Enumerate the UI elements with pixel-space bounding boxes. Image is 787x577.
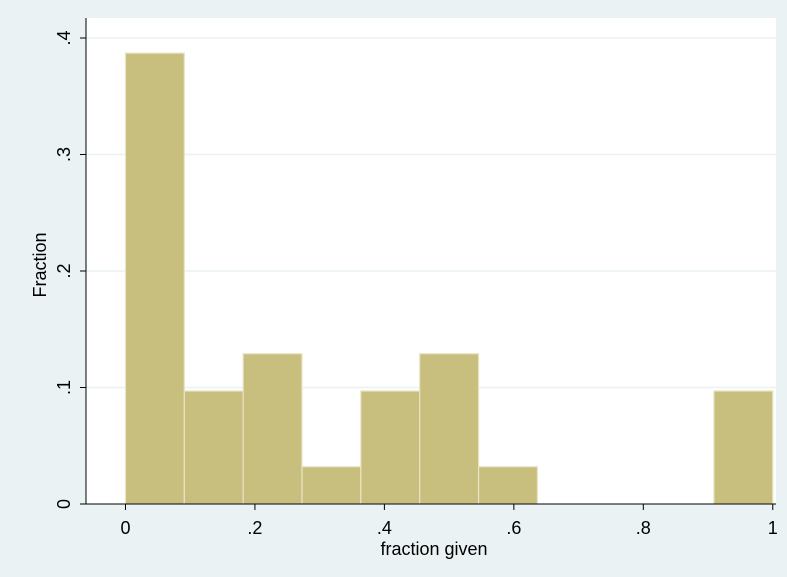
histogram-bar — [183, 390, 244, 505]
histogram-bar — [477, 466, 539, 505]
histogram-bar — [242, 353, 303, 505]
x-tick-label: .6 — [506, 518, 521, 538]
y-tick-label: .4 — [54, 30, 74, 45]
axes: 0 .1 .2 .3 .4 0 .2 .4 .6 .8 1 — [54, 18, 778, 538]
x-axis-label: fraction given — [380, 539, 487, 559]
histogram-bar — [301, 466, 362, 505]
histogram-bar — [360, 390, 421, 505]
y-tick-label: .3 — [54, 147, 74, 162]
y-tick-label: .1 — [54, 380, 74, 395]
histogram-bar — [124, 52, 185, 505]
x-tick-label: 0 — [120, 518, 130, 538]
histogram-bar — [419, 353, 480, 505]
histogram-bar — [713, 390, 774, 505]
x-tick-label: 1 — [768, 518, 778, 538]
y-tick-label: .2 — [54, 263, 74, 278]
x-tick-label: .8 — [636, 518, 651, 538]
y-axis-label: Fraction — [30, 232, 50, 297]
x-tick-label: .2 — [247, 518, 262, 538]
y-tick-label: 0 — [54, 499, 74, 509]
x-tick-label: .4 — [377, 518, 392, 538]
